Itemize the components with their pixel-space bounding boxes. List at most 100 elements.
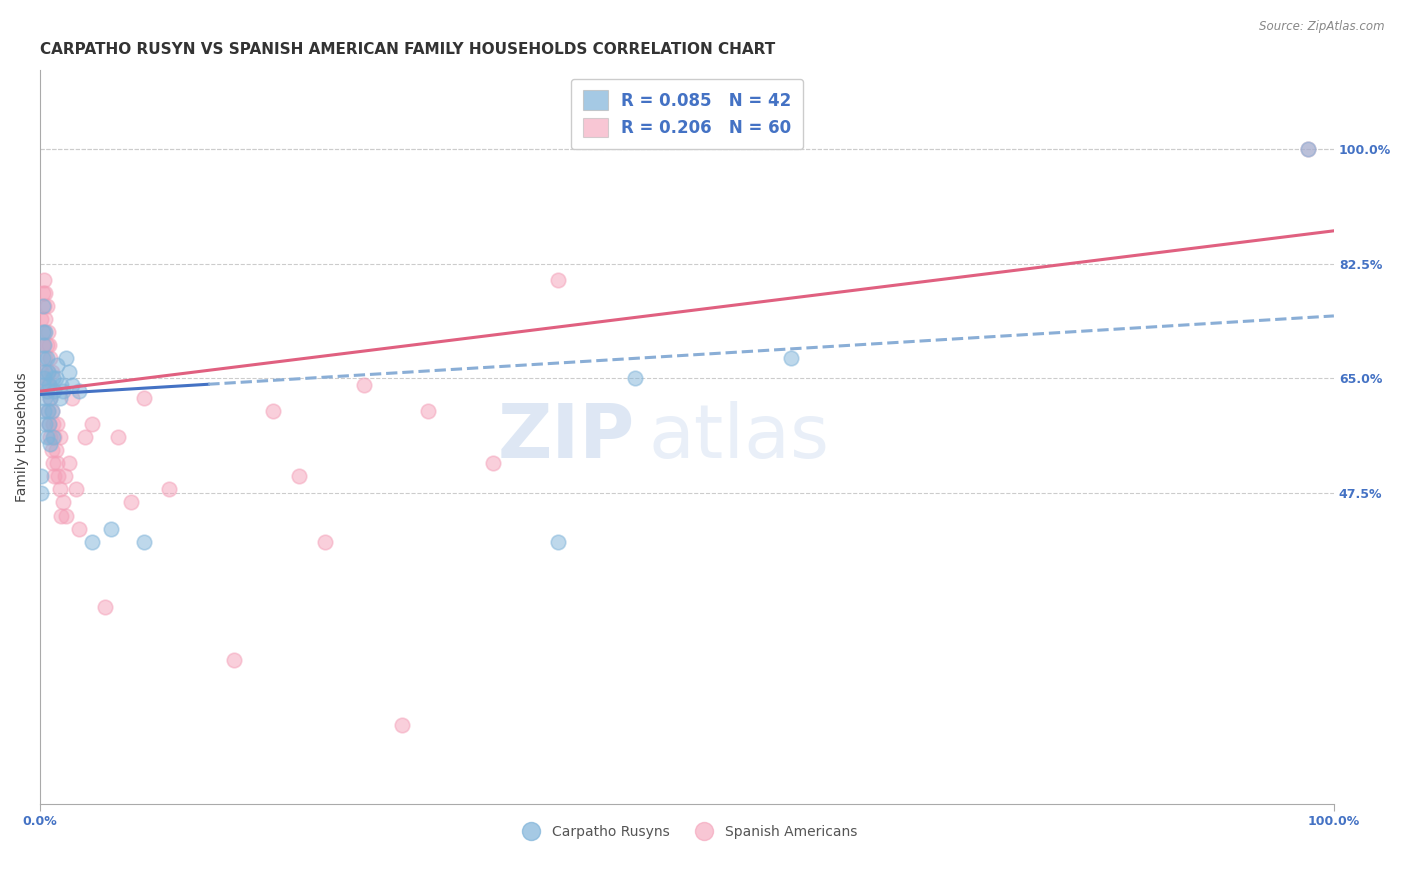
Point [62, 391, 84, 405]
Legend: Carpatho Rusyns, Spanish Americans: Carpatho Rusyns, Spanish Americans [512, 819, 863, 845]
Point [35, 384, 58, 399]
Point [31, 285, 53, 300]
Point [42, 430, 65, 444]
Point [44, 430, 66, 444]
Text: ZIP: ZIP [498, 401, 636, 474]
Point [32, 371, 55, 385]
Point [32, 338, 55, 352]
Point [48, 430, 70, 444]
Point [39, 436, 62, 450]
Point [48, 391, 70, 405]
Point [58, 365, 80, 379]
Point [44, 384, 66, 399]
Point [46, 469, 69, 483]
Text: atlas: atlas [648, 401, 830, 474]
Point [49, 377, 72, 392]
Point [35, 351, 58, 366]
Point [48, 483, 70, 497]
Point [100, 522, 122, 536]
Point [80, 534, 103, 549]
Point [30, 312, 52, 326]
Point [34, 351, 56, 366]
Point [1296, 142, 1319, 156]
Y-axis label: Family Households: Family Households [15, 372, 30, 502]
Point [53, 469, 76, 483]
Point [37, 404, 59, 418]
Point [41, 404, 63, 418]
Point [34, 365, 56, 379]
Point [120, 495, 142, 509]
Point [55, 351, 77, 366]
Point [62, 377, 84, 392]
Point [159, 483, 181, 497]
Point [779, 351, 801, 366]
Point [30, 469, 52, 483]
Point [35, 377, 58, 392]
Point [45, 371, 67, 385]
Point [482, 456, 505, 470]
Point [34, 285, 56, 300]
Point [35, 299, 58, 313]
Point [52, 384, 75, 399]
Point [35, 430, 58, 444]
Point [32, 299, 55, 313]
Point [224, 652, 246, 666]
Point [38, 377, 60, 392]
Point [42, 371, 65, 385]
Point [34, 312, 56, 326]
Point [39, 391, 62, 405]
Point [58, 456, 80, 470]
Point [132, 534, 155, 549]
Point [37, 404, 59, 418]
Point [39, 391, 62, 405]
Point [31, 299, 53, 313]
Point [262, 404, 284, 418]
Point [132, 391, 155, 405]
Point [288, 469, 311, 483]
Point [314, 534, 336, 549]
Point [42, 417, 65, 431]
Point [75, 430, 97, 444]
Point [547, 534, 569, 549]
Point [35, 338, 58, 352]
Point [37, 365, 59, 379]
Point [42, 456, 65, 470]
Point [39, 351, 62, 366]
Point [31, 377, 53, 392]
Point [34, 417, 56, 431]
Point [52, 495, 75, 509]
Point [32, 404, 55, 418]
Point [31, 338, 53, 352]
Point [45, 443, 67, 458]
Point [55, 508, 77, 523]
Point [37, 365, 59, 379]
Point [41, 365, 63, 379]
Point [32, 326, 55, 340]
Point [30, 485, 52, 500]
Point [67, 384, 90, 399]
Text: CARPATHO RUSYN VS SPANISH AMERICAN FAMILY HOUSEHOLDS CORRELATION CHART: CARPATHO RUSYN VS SPANISH AMERICAN FAMIL… [41, 42, 775, 57]
Point [30, 365, 52, 379]
Point [391, 718, 413, 732]
Point [32, 273, 55, 287]
Point [45, 358, 67, 372]
Point [65, 483, 87, 497]
Point [49, 508, 72, 523]
Point [38, 377, 60, 392]
Point [41, 404, 63, 418]
Point [353, 377, 375, 392]
Point [34, 326, 56, 340]
Point [37, 326, 59, 340]
Point [38, 417, 60, 431]
Point [107, 430, 129, 444]
Point [41, 443, 63, 458]
Point [624, 371, 647, 385]
Text: Source: ZipAtlas.com: Source: ZipAtlas.com [1260, 20, 1385, 33]
Point [38, 417, 60, 431]
Point [418, 404, 440, 418]
Point [44, 469, 66, 483]
Point [38, 338, 60, 352]
Point [80, 417, 103, 431]
Point [67, 522, 90, 536]
Point [39, 430, 62, 444]
